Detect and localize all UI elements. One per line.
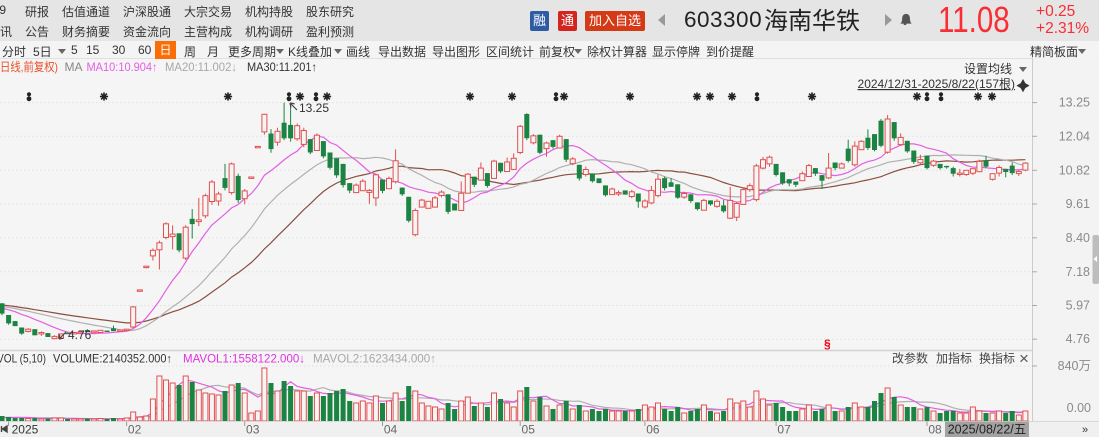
svg-text:MA: MA [65, 60, 83, 74]
svg-text:MA30:11.201↑: MA30:11.201↑ [247, 60, 317, 74]
svg-text:2025: 2025 [12, 423, 39, 437]
svg-text:改参数: 改参数 [892, 351, 928, 366]
svg-text:VOLUME:2140352.000↑: VOLUME:2140352.000↑ [53, 352, 172, 366]
svg-text:840万: 840万 [1058, 359, 1091, 373]
svg-text:加指标: 加指标 [936, 351, 972, 366]
svg-text:03: 03 [246, 423, 260, 437]
svg-text:02: 02 [128, 423, 142, 437]
svg-text:04: 04 [384, 423, 398, 437]
svg-text:MA20:11.002↓: MA20:11.002↓ [165, 60, 237, 74]
svg-text:MAVOL2:1623434.000↑: MAVOL2:1623434.000↑ [313, 352, 436, 366]
svg-text:5.97: 5.97 [1066, 299, 1090, 313]
svg-text:9.61: 9.61 [1066, 197, 1090, 211]
svg-text:4.76: 4.76 [1066, 332, 1090, 346]
svg-text:06: 06 [646, 423, 660, 437]
svg-text:08: 08 [928, 423, 942, 437]
svg-text:4.76: 4.76 [68, 328, 92, 342]
svg-text:10.82: 10.82 [1059, 163, 1090, 177]
svg-text:×: × [1019, 349, 1029, 368]
svg-text:MA10:10.904↑: MA10:10.904↑ [87, 60, 158, 74]
svg-text:日线,前复权): 日线,前复权) [0, 59, 58, 74]
svg-text:12.04: 12.04 [1059, 129, 1090, 143]
svg-text:13.25: 13.25 [1059, 96, 1090, 110]
svg-text:MAVOL1:1558122.000↓: MAVOL1:1558122.000↓ [183, 352, 305, 366]
svg-text:»: » [1082, 424, 1088, 436]
svg-text:2024/12/31-2025/8/22(157根): 2024/12/31-2025/8/22(157根) [858, 77, 1015, 91]
svg-text:VOL (5,10): VOL (5,10) [0, 352, 46, 366]
svg-text:8.40: 8.40 [1066, 231, 1090, 245]
svg-text:§: § [824, 337, 831, 351]
svg-text:设置均线: 设置均线 [964, 62, 1012, 76]
svg-text:2025/08/22/五: 2025/08/22/五 [948, 423, 1027, 437]
svg-text:7.18: 7.18 [1066, 265, 1090, 279]
svg-text:13.25: 13.25 [299, 101, 329, 115]
svg-text:换指标: 换指标 [979, 351, 1015, 366]
svg-text:05: 05 [522, 423, 536, 437]
svg-text:07: 07 [777, 423, 791, 437]
svg-text:0.00: 0.00 [1067, 401, 1091, 415]
